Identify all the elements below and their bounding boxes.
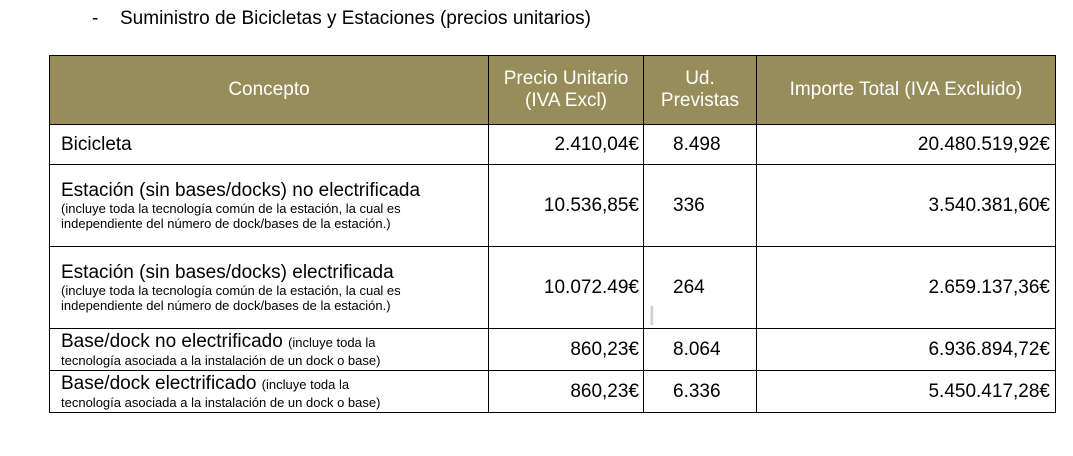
units-cell: 8.064 (643, 328, 757, 371)
total-cell: 6.936.894,72€ (756, 328, 1056, 371)
concept-description-tail: tecnología asociada a la instalación de … (61, 353, 381, 368)
concept-cell: Estación (sin bases/docks) electrificada… (49, 246, 489, 329)
table-row: Estación (sin bases/docks) no electrific… (49, 164, 1056, 247)
unit-price-cell: 10.536,85€ (488, 164, 644, 247)
concept-title: Bicicleta (61, 133, 132, 155)
concept-description: (incluye toda la tecnología común de la … (61, 201, 401, 231)
concept-description-tail: tecnología asociada a la instalación de … (61, 395, 381, 410)
concept-cell: Base/dock no electrificado (incluye toda… (49, 328, 489, 371)
concept-description-head: (incluye toda la (261, 377, 350, 392)
text-cursor-icon: I (648, 302, 656, 332)
concept-cell: Bicicleta (49, 124, 489, 165)
units-cell: 6.336 (643, 370, 757, 413)
concept-cell: Base/dock electrificado (incluye toda la… (49, 370, 489, 413)
concept-title: Estación (sin bases/docks) electrificada (61, 262, 394, 283)
header-units: Ud. Previstas (643, 55, 757, 125)
unit-price-cell: 860,23€ (488, 370, 644, 413)
table-header-row: Concepto Precio Unitario (IVA Excl) Ud. Pr… (49, 55, 1056, 125)
units-cell: 336 (643, 164, 757, 247)
units-cell: 264 (643, 246, 757, 329)
unit-price-table: Concepto Precio Unitario (IVA Excl) Ud. Pr… (49, 55, 1056, 413)
total-cell: 3.540.381,60€ (756, 164, 1056, 247)
header-total: Importe Total (IVA Excluido) (756, 55, 1056, 125)
units-cell: 8.498 (643, 124, 757, 165)
concept-title: Base/dock electrificado (61, 373, 257, 394)
concept-title: Base/dock no electrificado (61, 331, 283, 352)
table-row: Base/dock no electrificado (incluye toda… (49, 328, 1056, 371)
concept-description: (incluye toda la tecnología común de la … (61, 283, 401, 313)
header-concept: Concepto (49, 55, 489, 125)
table-row: Bicicleta 2.410,04€ 8.498 20.480.519,92€ (49, 124, 1056, 165)
header-unit-price: Precio Unitario (IVA Excl) (488, 55, 644, 125)
table-row: Estación (sin bases/docks) electrificada… (49, 246, 1056, 329)
heading-bullet: - (92, 8, 99, 29)
total-cell: 5.450.417,28€ (756, 370, 1056, 413)
total-cell: 2.659.137,36€ (756, 246, 1056, 329)
unit-price-cell: 10.072.49€ (488, 246, 644, 329)
section-heading: - Suministro de Bicicletas y Estaciones (… (92, 7, 591, 31)
concept-cell: Estación (sin bases/docks) no electrific… (49, 164, 489, 247)
total-cell: 20.480.519,92€ (756, 124, 1056, 165)
concept-description-head: (incluye toda la (288, 335, 376, 350)
heading-text: Suministro de Bicicletas y Estaciones (p… (120, 8, 591, 29)
table-row: Base/dock electrificado (incluye toda la… (49, 370, 1056, 413)
concept-title: Estación (sin bases/docks) no electrific… (61, 180, 421, 201)
unit-price-cell: 2.410,04€ (488, 124, 644, 165)
unit-price-cell: 860,23€ (488, 328, 644, 371)
